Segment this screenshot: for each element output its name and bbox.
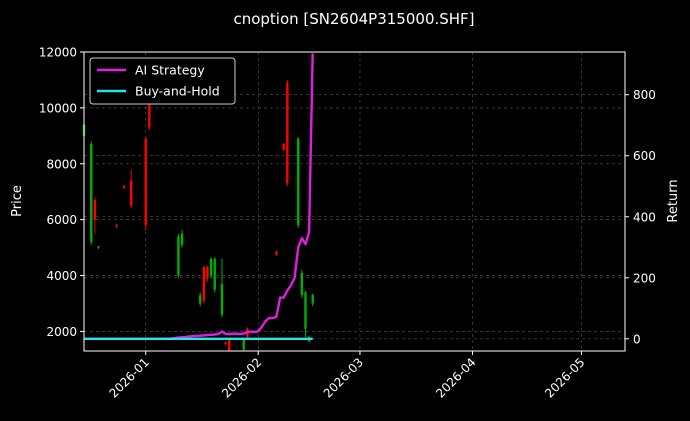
candle-body	[224, 342, 227, 345]
ai-strategy-line	[84, 53, 314, 340]
candle-body	[180, 233, 184, 245]
y-tick-label: 2000	[46, 325, 77, 339]
y-axis-label: Price	[10, 185, 25, 217]
candle-body	[90, 144, 93, 243]
candle-body	[202, 267, 206, 301]
candle-body	[148, 93, 151, 128]
candlesticks	[82, 79, 314, 351]
candle-body	[300, 272, 304, 296]
y2-tick-label: 0	[633, 332, 641, 346]
legend: AI Strategy Buy-and-Hold	[89, 57, 236, 105]
candle-body	[206, 267, 209, 279]
candle-body	[177, 236, 180, 276]
candle-body	[275, 251, 278, 255]
y-tick-label: 6000	[46, 213, 77, 227]
candle-body	[93, 200, 97, 220]
candle-body	[220, 283, 224, 315]
y2-tick-label: 400	[633, 210, 656, 224]
candle-body	[297, 138, 300, 226]
y2-tick-label: 800	[633, 88, 656, 102]
y2-tick-label: 200	[633, 271, 656, 285]
y-tick-label: 8000	[46, 157, 77, 171]
candle-body	[213, 258, 216, 290]
candle-body	[311, 295, 314, 304]
candle-body	[198, 295, 202, 304]
candle-body	[228, 339, 231, 351]
y-tick-label: 4000	[46, 269, 77, 283]
candle-body	[144, 138, 147, 226]
y2-axis-label: Return	[666, 179, 681, 222]
y-tick-label: 10000	[39, 101, 77, 115]
chart-title: cnoption [SN2604P315000.SHF]	[233, 10, 474, 28]
y2-tick-label: 600	[633, 149, 656, 163]
y-tick-label: 12000	[39, 46, 77, 60]
plot-area-frame	[83, 51, 626, 352]
candle-body	[304, 292, 307, 329]
legend-box	[89, 57, 236, 105]
candle-body	[130, 180, 133, 206]
candle-body	[97, 246, 100, 248]
candle-body	[115, 225, 118, 227]
candle-body	[242, 339, 245, 350]
legend-label: Buy-and-Hold	[135, 84, 220, 99]
candle-body	[286, 82, 289, 184]
legend-label: AI Strategy	[135, 63, 205, 78]
candle-body	[122, 186, 126, 188]
candle-body	[209, 258, 213, 276]
series-lines	[84, 53, 314, 340]
candle-body	[282, 144, 285, 150]
